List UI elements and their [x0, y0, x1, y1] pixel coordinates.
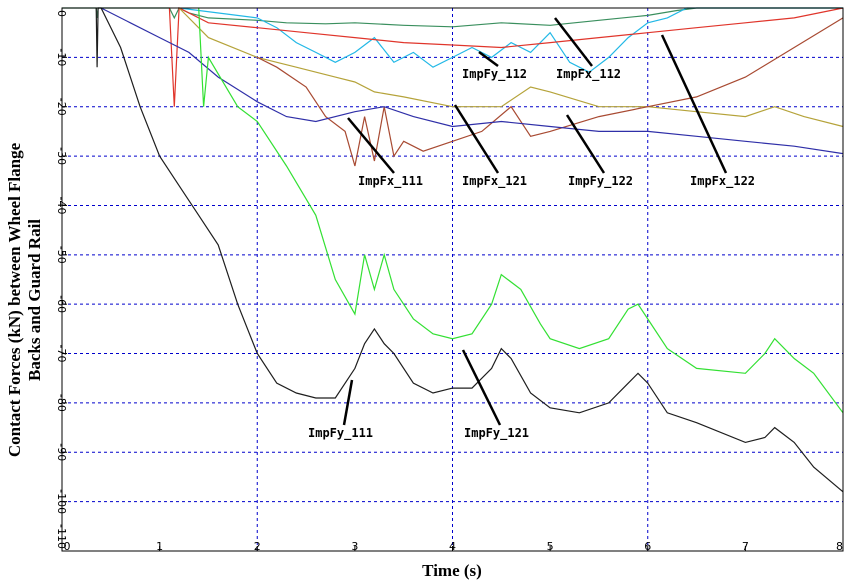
series-label-impfx-112: ImpFx_112	[556, 67, 621, 82]
series-line-impfy-112	[179, 7, 843, 73]
x-tick-label: 2	[254, 540, 261, 553]
x-tick-label: 3	[351, 540, 358, 553]
label-leaders	[342, 17, 728, 426]
series-label-impfx-121: ImpFx_121	[462, 174, 527, 189]
x-tick-label: 5	[547, 540, 554, 553]
y-axis-title-group: Contact Forces (kN) between Wheel Flange…	[5, 142, 44, 457]
x-tick-label: 0	[64, 540, 71, 553]
series-label-impfx-122: ImpFx_122	[690, 174, 755, 189]
leader-line	[554, 17, 593, 67]
leader-line	[347, 117, 395, 174]
series-line-impfx-111	[100, 7, 844, 155]
series-label-impfx-111: ImpFx_111	[358, 174, 423, 189]
series-line-impfy-122	[257, 17, 844, 167]
leader-line	[461, 349, 502, 426]
series-label-impfy-122: ImpFy_122	[568, 174, 633, 189]
grid	[62, 8, 844, 551]
leader-line	[660, 34, 728, 174]
series-label-impfy-111: ImpFy_111	[308, 426, 373, 441]
series-label-impfy-112: ImpFy_112	[462, 67, 527, 82]
leader-line	[478, 50, 499, 68]
series-lines	[62, 7, 844, 493]
series-label-impfy-121: ImpFy_121	[464, 426, 529, 441]
leader-line	[342, 379, 354, 426]
y-axis-title-line1: Contact Forces (kN) between Wheel Flange	[5, 142, 24, 457]
plot-frame	[61, 7, 844, 552]
series-labels: ImpFy_112 ImpFx_112 ImpFx_111 ImpFx_121 ImpF…	[308, 67, 755, 441]
y-axis-title-line2: Backs and Guard Rail	[25, 219, 44, 381]
leader-line	[453, 104, 500, 174]
x-axis-title: Time (s)	[422, 561, 482, 580]
x-tick-label: 4	[449, 540, 456, 553]
x-tick-label: 7	[742, 540, 749, 553]
series-line-impfy-121	[198, 7, 844, 414]
series-line-impfy-111	[95, 7, 844, 493]
x-tick-label: 6	[644, 540, 651, 553]
series-line-impfx-121	[178, 7, 844, 128]
x-tick-label: 1	[156, 540, 163, 553]
leader-line	[565, 114, 606, 174]
x-tick-label: 8	[836, 540, 843, 553]
